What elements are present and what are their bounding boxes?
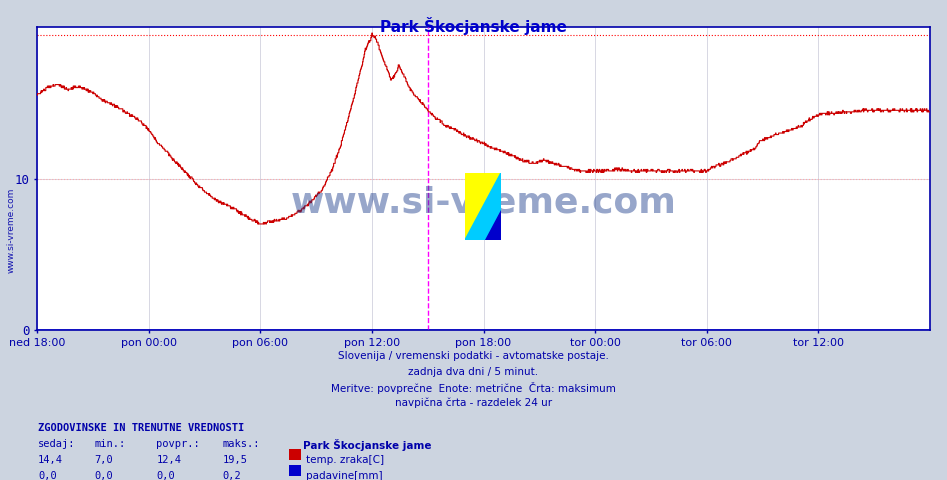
Text: maks.:: maks.:	[223, 439, 260, 449]
Text: 0,0: 0,0	[95, 471, 114, 480]
Text: padavine[mm]: padavine[mm]	[306, 471, 383, 480]
Text: sedaj:: sedaj:	[38, 439, 76, 449]
Polygon shape	[465, 173, 501, 240]
Polygon shape	[485, 210, 501, 240]
Text: zadnja dva dni / 5 minut.: zadnja dva dni / 5 minut.	[408, 367, 539, 377]
Text: www.si-vreme.com: www.si-vreme.com	[291, 186, 676, 220]
Text: 7,0: 7,0	[95, 455, 114, 465]
Text: Park Škocjanske jame: Park Škocjanske jame	[303, 439, 432, 451]
Text: temp. zraka[C]: temp. zraka[C]	[306, 455, 384, 465]
Text: 0,2: 0,2	[223, 471, 241, 480]
Polygon shape	[465, 173, 501, 240]
Text: Meritve: povprečne  Enote: metrične  Črta: maksimum: Meritve: povprečne Enote: metrične Črta:…	[331, 382, 616, 394]
Text: 19,5: 19,5	[223, 455, 247, 465]
Text: 12,4: 12,4	[156, 455, 181, 465]
Text: www.si-vreme.com: www.si-vreme.com	[7, 188, 16, 273]
Text: 0,0: 0,0	[38, 471, 57, 480]
Text: Park Škocjanske jame: Park Škocjanske jame	[380, 17, 567, 35]
Text: 14,4: 14,4	[38, 455, 63, 465]
Text: min.:: min.:	[95, 439, 126, 449]
Text: povpr.:: povpr.:	[156, 439, 200, 449]
Text: 0,0: 0,0	[156, 471, 175, 480]
Text: navpična črta - razdelek 24 ur: navpična črta - razdelek 24 ur	[395, 397, 552, 408]
Text: ZGODOVINSKE IN TRENUTNE VREDNOSTI: ZGODOVINSKE IN TRENUTNE VREDNOSTI	[38, 423, 244, 433]
Text: Slovenija / vremenski podatki - avtomatske postaje.: Slovenija / vremenski podatki - avtomats…	[338, 351, 609, 361]
